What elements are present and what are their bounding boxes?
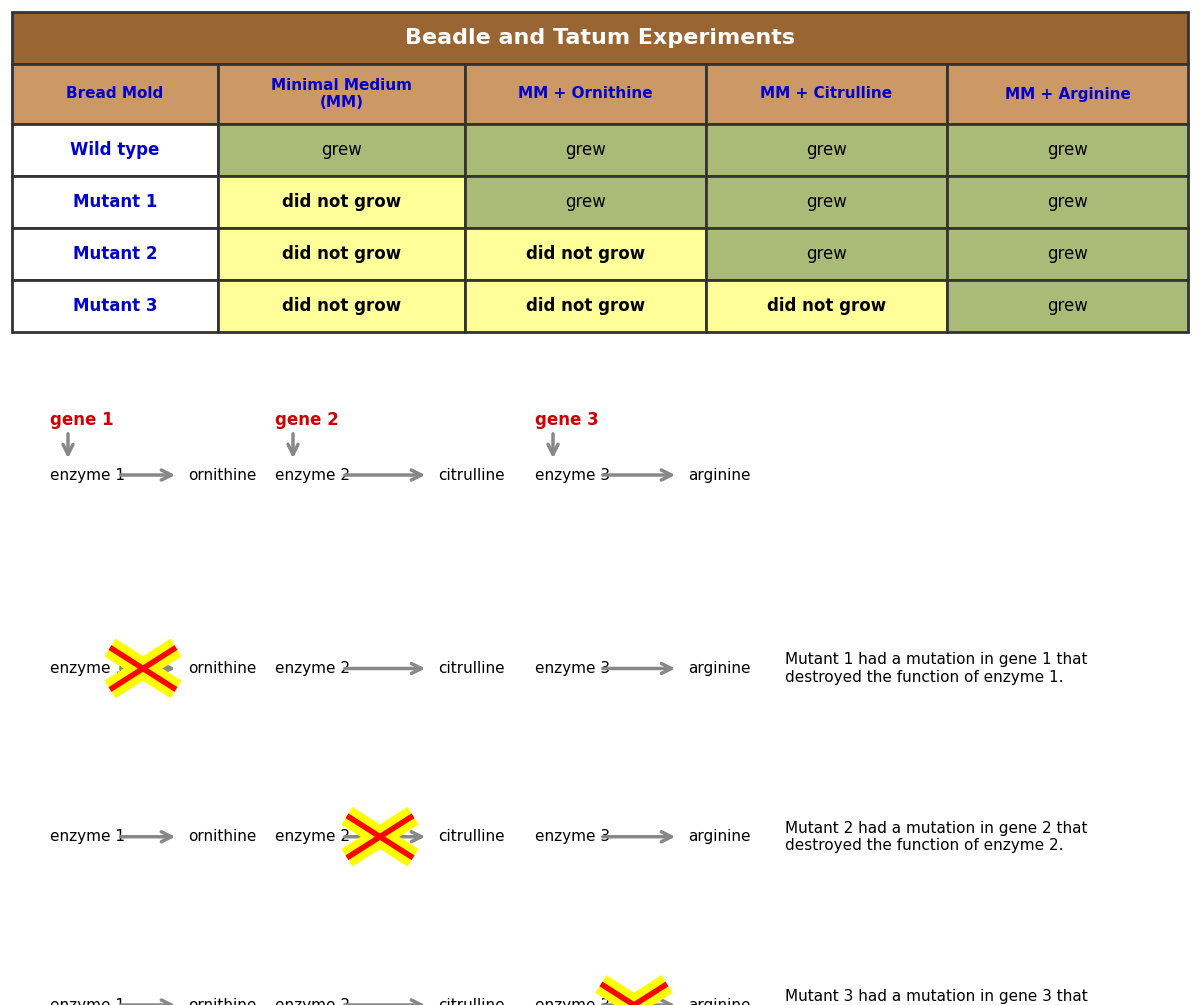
Text: grew: grew — [1048, 245, 1088, 263]
FancyBboxPatch shape — [464, 280, 706, 332]
Text: grew: grew — [565, 193, 606, 211]
Text: grew: grew — [806, 141, 847, 159]
Text: arginine: arginine — [688, 661, 750, 676]
FancyBboxPatch shape — [706, 64, 947, 124]
Text: did not grow: did not grow — [526, 297, 644, 315]
Text: citrulline: citrulline — [438, 998, 505, 1005]
Text: did not grow: did not grow — [282, 193, 401, 211]
Text: Mutant 3 had a mutation in gene 3 that
destroyed the function of enzyme 3.: Mutant 3 had a mutation in gene 3 that d… — [785, 989, 1087, 1005]
Text: enzyme 3: enzyme 3 — [535, 661, 610, 676]
Text: enzyme 2: enzyme 2 — [275, 998, 350, 1005]
Text: grew: grew — [1048, 141, 1088, 159]
Text: citrulline: citrulline — [438, 829, 505, 844]
Text: enzyme 2: enzyme 2 — [275, 829, 350, 844]
Text: gene 2: gene 2 — [275, 411, 338, 429]
Text: grew: grew — [1048, 193, 1088, 211]
FancyBboxPatch shape — [12, 124, 218, 176]
FancyBboxPatch shape — [218, 228, 464, 280]
FancyBboxPatch shape — [947, 176, 1188, 228]
Text: citrulline: citrulline — [438, 467, 505, 482]
Text: MM + Citrulline: MM + Citrulline — [761, 86, 893, 102]
FancyBboxPatch shape — [218, 176, 464, 228]
Text: MM + Ornithine: MM + Ornithine — [518, 86, 653, 102]
Text: did not grow: did not grow — [767, 297, 886, 315]
Text: enzyme 3: enzyme 3 — [535, 829, 610, 844]
FancyBboxPatch shape — [464, 124, 706, 176]
Text: Minimal Medium
(MM): Minimal Medium (MM) — [271, 77, 412, 111]
Text: ornithine: ornithine — [188, 467, 257, 482]
Text: enzyme 2: enzyme 2 — [275, 467, 350, 482]
Text: ornithine: ornithine — [188, 998, 257, 1005]
FancyBboxPatch shape — [218, 64, 464, 124]
Text: arginine: arginine — [688, 829, 750, 844]
Text: arginine: arginine — [688, 467, 750, 482]
Text: Bread Mold: Bread Mold — [66, 86, 163, 102]
FancyBboxPatch shape — [12, 64, 218, 124]
FancyBboxPatch shape — [464, 176, 706, 228]
Text: Mutant 3: Mutant 3 — [73, 297, 157, 315]
Text: MM + Arginine: MM + Arginine — [1004, 86, 1130, 102]
Text: grew: grew — [565, 141, 606, 159]
Text: Wild type: Wild type — [71, 141, 160, 159]
Text: citrulline: citrulline — [438, 661, 505, 676]
Text: gene 1: gene 1 — [50, 411, 114, 429]
Text: Mutant 2 had a mutation in gene 2 that
destroyed the function of enzyme 2.: Mutant 2 had a mutation in gene 2 that d… — [785, 820, 1087, 853]
Text: ornithine: ornithine — [188, 661, 257, 676]
Text: enzyme 1: enzyme 1 — [50, 467, 125, 482]
Text: Beadle and Tatum Experiments: Beadle and Tatum Experiments — [404, 28, 796, 48]
FancyBboxPatch shape — [464, 64, 706, 124]
Text: enzyme 1: enzyme 1 — [50, 829, 125, 844]
Text: Mutant 1: Mutant 1 — [73, 193, 157, 211]
FancyBboxPatch shape — [706, 228, 947, 280]
FancyBboxPatch shape — [947, 64, 1188, 124]
FancyBboxPatch shape — [706, 280, 947, 332]
FancyBboxPatch shape — [12, 12, 1188, 64]
FancyBboxPatch shape — [947, 228, 1188, 280]
Text: ornithine: ornithine — [188, 829, 257, 844]
Text: arginine: arginine — [688, 998, 750, 1005]
FancyBboxPatch shape — [706, 124, 947, 176]
FancyBboxPatch shape — [12, 228, 218, 280]
Text: enzyme 2: enzyme 2 — [275, 661, 350, 676]
FancyBboxPatch shape — [947, 124, 1188, 176]
Text: Mutant 1 had a mutation in gene 1 that
destroyed the function of enzyme 1.: Mutant 1 had a mutation in gene 1 that d… — [785, 652, 1087, 684]
Text: grew: grew — [806, 193, 847, 211]
Text: Mutant 2: Mutant 2 — [73, 245, 157, 263]
FancyBboxPatch shape — [12, 176, 218, 228]
Text: enzyme 3: enzyme 3 — [535, 467, 610, 482]
Text: did not grow: did not grow — [282, 297, 401, 315]
Text: did not grow: did not grow — [282, 245, 401, 263]
FancyBboxPatch shape — [218, 280, 464, 332]
Text: grew: grew — [1048, 297, 1088, 315]
Text: did not grow: did not grow — [526, 245, 644, 263]
FancyBboxPatch shape — [464, 228, 706, 280]
Text: grew: grew — [320, 141, 361, 159]
Text: grew: grew — [806, 245, 847, 263]
FancyBboxPatch shape — [12, 280, 218, 332]
Text: enzyme 1: enzyme 1 — [50, 998, 125, 1005]
Text: gene 3: gene 3 — [535, 411, 599, 429]
FancyBboxPatch shape — [218, 124, 464, 176]
FancyBboxPatch shape — [947, 280, 1188, 332]
Text: enzyme 1: enzyme 1 — [50, 661, 125, 676]
FancyBboxPatch shape — [706, 176, 947, 228]
Text: enzyme 3: enzyme 3 — [535, 998, 610, 1005]
